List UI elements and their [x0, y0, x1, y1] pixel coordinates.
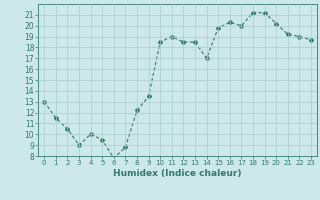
- X-axis label: Humidex (Indice chaleur): Humidex (Indice chaleur): [113, 169, 242, 178]
